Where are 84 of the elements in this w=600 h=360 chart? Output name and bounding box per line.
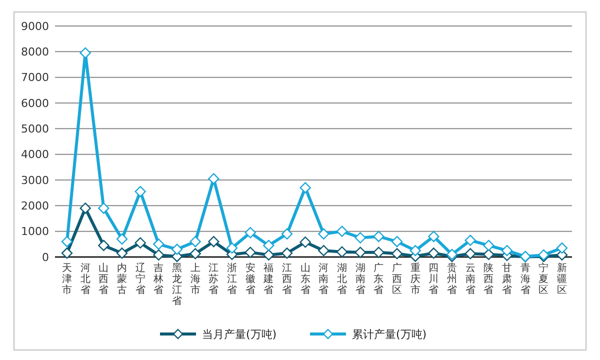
point xyxy=(373,230,384,242)
point xyxy=(80,202,91,214)
y-tick-label: 0 xyxy=(42,250,49,264)
point xyxy=(61,236,73,248)
legend-label: 累计产量(万吨) xyxy=(352,328,427,341)
point xyxy=(373,246,384,258)
point xyxy=(98,202,110,214)
x-tick-label: 贵州省 xyxy=(447,262,457,296)
point xyxy=(226,242,238,254)
y-tick-label: 2000 xyxy=(21,200,49,213)
point xyxy=(134,186,146,198)
y-tick-label: 8000 xyxy=(21,46,49,59)
point xyxy=(464,248,476,260)
point xyxy=(483,240,494,252)
point xyxy=(134,237,146,248)
x-tick-label: 山东省 xyxy=(300,262,310,296)
x-tick-label: 浙江省 xyxy=(227,262,237,296)
point xyxy=(556,242,568,254)
point xyxy=(244,246,256,258)
point xyxy=(410,244,421,256)
point xyxy=(190,248,201,260)
y-tick-label: 1000 xyxy=(21,225,49,238)
y-tick-label: 7000 xyxy=(21,71,49,84)
point xyxy=(354,232,366,244)
x-tick-label: 河南省 xyxy=(318,262,329,296)
point xyxy=(98,240,110,252)
point xyxy=(61,248,73,259)
x-tick-label: 天津市 xyxy=(62,263,72,296)
x-tick-label: 黑龙江省 xyxy=(172,263,182,307)
point xyxy=(281,248,293,259)
x-tick-label: 陕西省 xyxy=(484,262,494,296)
y-tick-label: 6000 xyxy=(21,96,49,110)
point xyxy=(391,236,403,248)
x-tick-label: 安徽省 xyxy=(245,262,256,296)
point xyxy=(354,246,366,258)
point xyxy=(336,226,348,237)
point xyxy=(208,236,220,248)
point xyxy=(153,238,164,250)
point xyxy=(116,248,128,259)
x-tick-label: 辽宁省 xyxy=(135,262,146,296)
x-tick-label: 江西省 xyxy=(282,262,292,296)
point xyxy=(501,244,513,256)
point xyxy=(263,249,274,261)
x-tick-label: 青海省 xyxy=(520,262,530,296)
x-tick-label: 宁夏区 xyxy=(538,262,549,296)
point xyxy=(300,236,311,248)
y-tick-label: 5000 xyxy=(21,122,49,136)
point xyxy=(464,234,476,246)
x-tick-label: 上海市 xyxy=(190,262,200,296)
y-tick-label: 4000 xyxy=(21,148,49,162)
x-tick-label: 江苏省 xyxy=(208,262,219,296)
x-tick-label: 吉林省 xyxy=(152,262,164,296)
x-tick-label: 福建省 xyxy=(262,262,274,296)
point xyxy=(428,248,440,259)
point xyxy=(263,240,274,252)
y-tick-label: 3000 xyxy=(21,174,49,187)
point xyxy=(281,228,293,240)
x-tick-label: 湖南省 xyxy=(355,262,366,296)
y-tick-label: 9000 xyxy=(21,20,49,33)
point xyxy=(244,227,256,238)
point xyxy=(391,248,403,260)
point xyxy=(171,244,183,255)
x-tick-label: 湖北省 xyxy=(337,262,347,296)
point xyxy=(318,244,330,256)
x-tick-label: 四川省 xyxy=(428,263,439,296)
point xyxy=(428,230,440,242)
point xyxy=(300,182,311,194)
x-tick-label: 河北省 xyxy=(80,262,90,296)
x-tick-label: 甘肃省 xyxy=(502,262,512,296)
point xyxy=(318,228,330,240)
point xyxy=(483,248,494,260)
x-tick-label: 云南省 xyxy=(465,263,476,296)
point xyxy=(336,246,348,258)
x-tick-label: 内蒙古 xyxy=(117,262,127,296)
point xyxy=(116,233,128,245)
x-tick-label: 广西区 xyxy=(392,262,402,296)
x-tick-label: 广东省 xyxy=(374,262,384,296)
x-tick-label: 新疆区 xyxy=(557,262,567,296)
legend-label: 当月产量(万吨) xyxy=(202,328,277,341)
point xyxy=(208,173,220,184)
x-tick-label: 重庆市 xyxy=(410,262,420,296)
x-tick-label: 山西省 xyxy=(98,262,109,296)
point xyxy=(190,236,201,248)
point xyxy=(153,249,164,261)
